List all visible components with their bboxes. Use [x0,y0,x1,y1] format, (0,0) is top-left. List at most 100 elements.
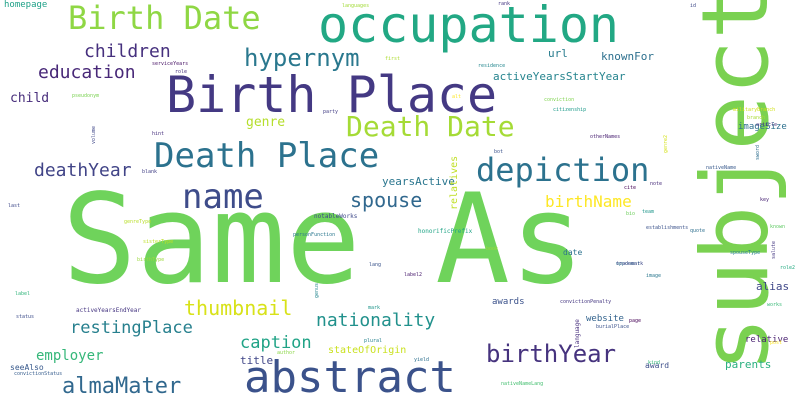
word-cloud-word: bio [626,211,636,217]
word-cloud-word: genre [246,115,286,130]
word-cloud-word: title [240,354,274,367]
word-cloud-word: otherNames [590,134,621,140]
word-cloud-word: seeAlso [10,363,44,372]
word-cloud-word: Death Place [154,136,380,176]
word-cloud-word: establishments [646,225,689,231]
word-cloud-word: deathYear [34,160,132,181]
word-cloud-word: serviceYears [152,61,189,67]
word-cloud-word: page [629,318,642,324]
word-cloud-word: caption [240,333,312,353]
word-cloud-word: imageSize [738,122,787,132]
word-cloud-word: nativeNameLang [501,381,544,387]
word-cloud-word: Death Date [346,110,515,143]
word-cloud-word: language [574,319,581,348]
word-cloud-word: homepage [4,0,48,10]
word-cloud-word: hypernym [244,44,360,72]
word-cloud-word: cite [624,185,637,191]
word-cloud-word: pseudonym [72,93,100,99]
word-cloud-word: hint [152,131,165,137]
word-cloud-word: role [175,69,188,75]
word-cloud-word: Same As [62,168,585,312]
word-cloud-word: party [323,109,339,115]
word-cloud-word: sword [755,144,761,160]
word-cloud-word: nativeName [706,165,737,171]
word-cloud-word: languages [342,3,370,9]
word-cloud-word: notableWorks [314,213,358,220]
word-cloud-word: key [760,197,770,203]
word-cloud-word: militaryBranch [733,107,776,113]
word-cloud-word: salute [771,240,777,259]
word-cloud-word: known [770,224,786,230]
word-cloud-word: restingPlace [70,318,193,338]
word-cloud-word: post [770,340,783,346]
word-cloud-word: award [645,361,670,370]
word-cloud-word: yield [414,357,430,363]
word-cloud-word: name [182,177,264,217]
word-cloud-word: genreType [124,219,152,225]
word-cloud-word: relatives [449,155,460,210]
word-cloud-word: activeYearsStartYear [493,70,626,83]
word-cloud-word: article [756,122,778,128]
word-cloud-word: mark [368,305,381,311]
word-cloud-word: child [10,91,50,106]
word-cloud-word: note [650,181,663,187]
word-cloud-word: kind [648,360,661,366]
word-cloud-word: residence [478,63,506,69]
word-cloud-word: occupation [318,0,620,54]
word-cloud-word: blank [142,169,158,175]
word-cloud-word: personFunction [293,232,336,238]
word-cloud-word: trademark [616,261,644,267]
word-cloud-word: alias [756,280,790,293]
word-cloud-word: branch [747,115,766,121]
word-cloud-word: role2 [780,265,796,271]
word-cloud-word: citizenship [553,107,587,113]
word-cloud-word: works [767,302,783,308]
word-cloud-word: stateOfOrigin [328,345,407,356]
word-cloud-word: opponent [616,261,641,267]
word-cloud-word: lang [369,262,382,268]
word-cloud-word: education [38,62,136,83]
word-cloud-word: book [486,246,499,252]
word-cloud-word: Birth Place [166,66,498,124]
word-cloud-word: first [385,56,401,62]
word-cloud-word: depiction [476,151,650,189]
word-cloud-word: conviction [544,97,575,103]
word-cloud-word: rank [498,1,511,7]
word-cloud-word: birthName [545,192,632,211]
word-cloud-word: quote [690,228,706,234]
word-cloud-word: burialPlace [596,324,630,330]
word-cloud-word: alt [452,94,462,100]
word-cloud-word: honorificPrefix [418,228,473,235]
word-cloud-word: birthYear [486,340,617,368]
word-cloud-word: yearsActive [382,175,455,188]
word-cloud-word: team [642,209,655,215]
word-cloud-word: spouse [350,188,423,212]
word-cloud-word: subject [682,0,789,372]
word-cloud-word: knownFor [601,50,654,63]
word-cloud-word: date [563,248,583,257]
word-cloud-word: relative [745,335,789,345]
word-cloud-word: thumbnail [184,296,293,320]
word-cloud-word: id [690,3,697,9]
word-cloud-word: spouseType [730,250,761,256]
word-cloud-word: label2 [404,272,423,278]
word-cloud-word: abstract [244,352,456,400]
word-cloud-word: Birth Date [68,0,261,37]
word-cloud-word: birthType [137,257,165,263]
word-cloud-word: status [16,314,35,320]
word-cloud-word: parents [725,358,772,371]
word-cloud-word: last [8,203,21,209]
word-cloud-word: almaMater [62,374,182,399]
word-cloud-word: plural [364,338,383,344]
word-cloud-word: genus [314,282,320,298]
word-cloud-word: activeYearsEndYear [76,307,142,314]
word-cloud-word: children [84,41,171,62]
word-cloud-word: author [277,350,296,356]
word-cloud-word: awards [492,297,525,307]
word-cloud-word: employer [36,348,104,364]
word-cloud-word: convictionPenalty [560,299,612,305]
word-cloud-word: image [646,273,662,279]
word-cloud-word: label [15,291,31,297]
word-cloud-word: bot [494,149,504,155]
